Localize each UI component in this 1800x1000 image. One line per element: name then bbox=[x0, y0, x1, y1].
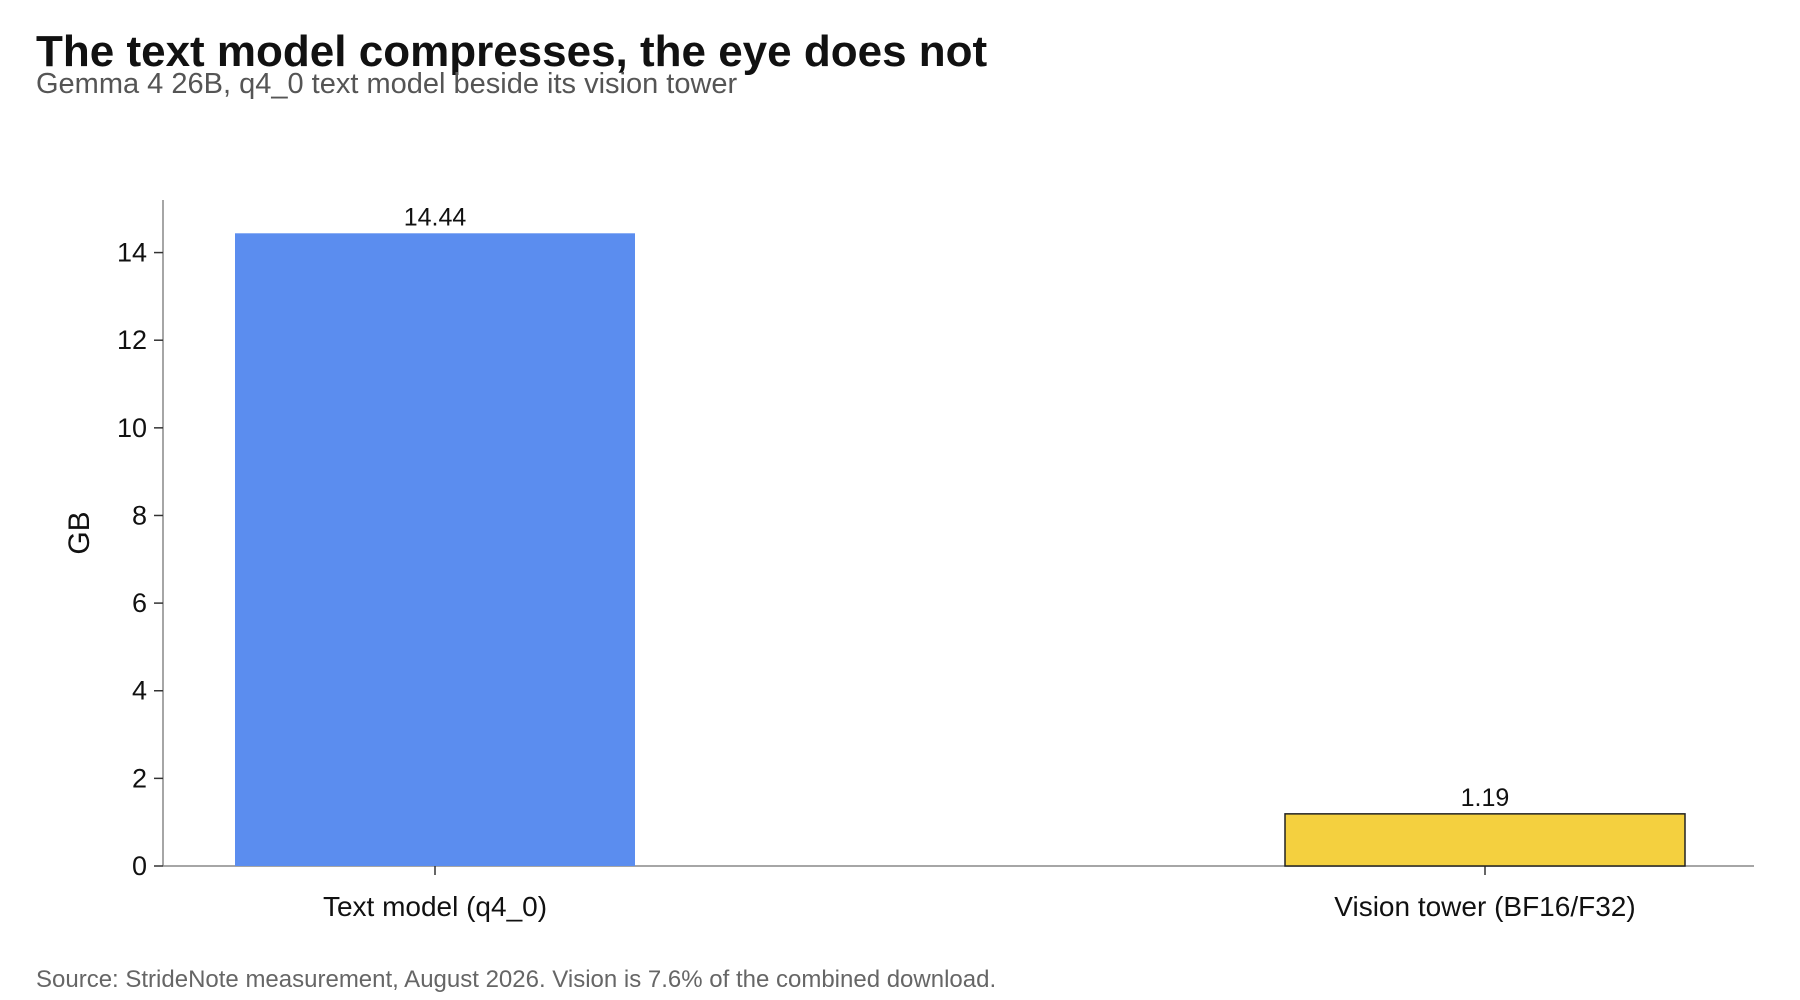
y-axis: 0 2 4 6 8 10 12 14 bbox=[117, 200, 164, 881]
bar bbox=[235, 233, 635, 867]
bar bbox=[1284, 813, 1686, 867]
y-tick-label: 10 bbox=[117, 413, 147, 443]
y-tick-label: 14 bbox=[117, 238, 147, 268]
bar-value-label: 1.19 bbox=[1461, 784, 1510, 812]
x-tick-label: Text model (q4_0) bbox=[323, 891, 547, 922]
chart-subtitle: Gemma 4 26B, q4_0 text model beside its … bbox=[36, 68, 738, 100]
bars bbox=[235, 233, 1686, 867]
y-tick-label: 0 bbox=[132, 851, 147, 881]
y-tick-label: 2 bbox=[132, 763, 147, 793]
y-tick-label: 12 bbox=[117, 325, 147, 355]
chart-title: The text model compresses, the eye does … bbox=[36, 27, 988, 76]
bar-value-label: 14.44 bbox=[404, 203, 467, 231]
y-tick-label: 4 bbox=[132, 676, 147, 706]
y-tick-label: 6 bbox=[132, 588, 147, 618]
x-tick-label: Vision tower (BF16/F32) bbox=[1334, 891, 1635, 922]
source-note: Source: StrideNote measurement, August 2… bbox=[36, 966, 997, 993]
value-labels: 14.44 1.19 bbox=[404, 203, 1510, 812]
y-axis-label: GB bbox=[63, 511, 96, 554]
x-axis: Text model (q4_0) Vision tower (BF16/F32) bbox=[163, 865, 1754, 922]
y-tick-label: 8 bbox=[132, 500, 147, 530]
